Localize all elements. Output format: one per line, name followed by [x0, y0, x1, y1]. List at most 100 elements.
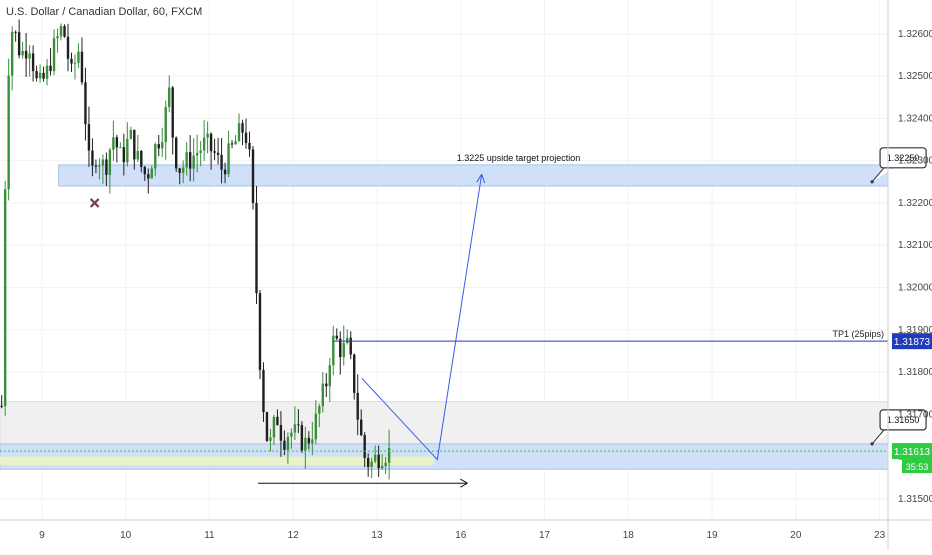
candle-body: [258, 293, 262, 370]
candle-body: [209, 133, 213, 152]
y-tick-label: 1.32600: [898, 29, 932, 40]
candle-body: [87, 124, 91, 151]
y-tick-label: 1.32400: [898, 113, 932, 124]
candle-body: [52, 38, 56, 71]
candle-body: [304, 437, 307, 451]
candle-body: [276, 416, 279, 426]
chart-title: U.S. Dollar / Canadian Dollar, 60, FXCM: [6, 6, 203, 18]
tp1-label: TP1 (25pips): [832, 329, 884, 339]
candle-body: [290, 432, 293, 437]
x-tick-label: 18: [623, 530, 635, 541]
candle-body: [91, 150, 94, 166]
candle-body: [140, 150, 143, 168]
candle-body: [122, 147, 126, 163]
candle-body: [363, 435, 366, 458]
candle-body: [373, 454, 377, 462]
x-tick-label: 16: [455, 530, 467, 541]
candle-body: [314, 413, 318, 440]
candle-body: [112, 137, 115, 150]
candle-body: [35, 71, 38, 79]
callout-lower-text: 1.31650: [887, 415, 920, 425]
callout-upper-anchor: [870, 180, 874, 184]
candle-body: [366, 457, 370, 467]
candle-body: [353, 354, 356, 393]
candle-body: [279, 425, 283, 441]
candle-body: [17, 32, 21, 56]
candle-body: [349, 337, 352, 355]
candle-body: [178, 168, 181, 173]
candle-body: [380, 465, 384, 469]
candle-body: [318, 406, 321, 414]
candle-body: [66, 36, 70, 59]
candle-body: [248, 143, 251, 150]
candle-body: [223, 169, 227, 175]
candle-body: [384, 462, 387, 466]
candle-body: [283, 440, 286, 450]
candle-body: [360, 419, 363, 436]
tp1-price-tag-text: 1.31873: [894, 337, 931, 348]
candle-body: [80, 51, 84, 83]
candle-body: [77, 51, 80, 63]
candle-body: [202, 137, 206, 151]
y-tick-label: 1.31500: [898, 494, 932, 505]
x-tick-label: 11: [204, 530, 215, 541]
candle-body: [195, 152, 199, 156]
candle-body: [265, 412, 269, 441]
candle-body: [49, 65, 52, 71]
candle-body: [150, 168, 153, 179]
target-projection-label: 1.3225 upside target projection: [457, 153, 581, 163]
candle-body: [286, 436, 290, 450]
candle-body: [255, 203, 258, 294]
candle-body: [300, 425, 304, 451]
x-tick-label: 17: [539, 530, 551, 541]
candle-body: [206, 133, 209, 138]
cross-marker-icon: [89, 198, 100, 208]
candle-body: [164, 107, 167, 143]
callout-lower-anchor: [870, 442, 874, 446]
candle-body: [73, 62, 77, 64]
candle-body: [227, 143, 230, 175]
tp1-price-tag-bg: [892, 333, 932, 350]
candle-body: [10, 31, 14, 76]
candle-body: [105, 159, 108, 175]
countdown-text: 35:53: [906, 462, 929, 472]
callout-lower-box: [879, 409, 927, 431]
candle-body: [147, 174, 150, 179]
candle-body: [56, 36, 59, 39]
y-tick-label: 1.31800: [898, 367, 932, 378]
candle-body: [185, 152, 188, 168]
y-tick-label: 1.32000: [898, 282, 932, 293]
candle-body: [241, 123, 244, 133]
candle-body: [84, 82, 87, 125]
candle-body: [213, 151, 216, 153]
current-price-tag-text: 1.31613: [894, 447, 931, 458]
time-axis[interactable]: 9 10 11 12 13 16 17 18 19 20 23: [0, 519, 932, 541]
drawings[interactable]: TP1 (25pips) 1.3225 upside target project…: [0, 147, 927, 488]
x-tick-label: 23: [874, 530, 886, 541]
zones: [0, 164, 889, 470]
candle-body: [339, 338, 342, 358]
candle-body: [307, 437, 311, 444]
y-tick-label: 1.31700: [898, 409, 932, 420]
price-tags: 1.31873 1.31613 35:53: [892, 333, 932, 474]
candle-body: [63, 26, 66, 37]
candle-body: [98, 165, 101, 167]
x-tick-label: 10: [120, 530, 132, 541]
x-tick-label: 9: [39, 530, 45, 541]
candle-body: [356, 392, 359, 420]
y-tick-label: 1.32500: [898, 71, 932, 82]
candle-body: [269, 437, 272, 441]
y-tick-label: 1.32100: [898, 240, 932, 251]
y-tick-label: 1.32200: [898, 198, 932, 209]
candle-body: [188, 152, 192, 169]
x-tick-label: 19: [707, 530, 719, 541]
candle-body: [346, 337, 349, 344]
x-tick-label: 20: [790, 530, 802, 541]
candle-body: [192, 155, 195, 169]
candle-body: [133, 129, 136, 160]
candle-body: [234, 141, 237, 145]
callout-upper-box: [879, 147, 927, 169]
candle-body: [161, 142, 164, 149]
